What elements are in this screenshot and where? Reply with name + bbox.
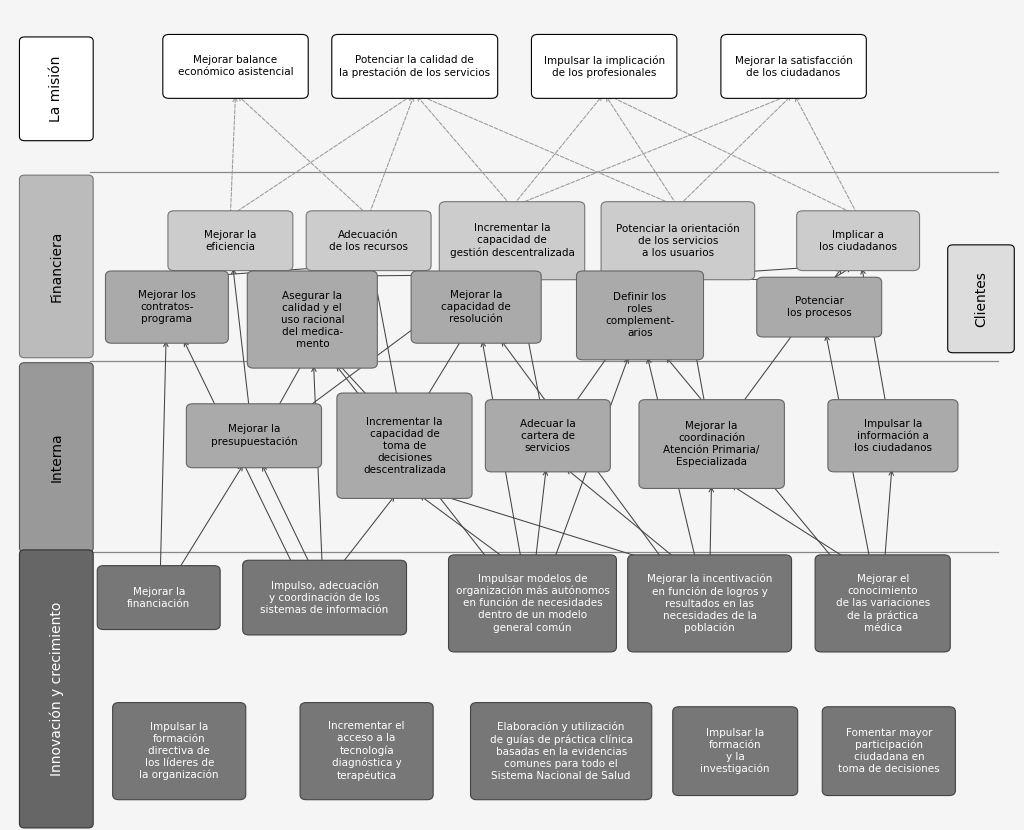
Text: Mejorar la
eficiencia: Mejorar la eficiencia [204, 230, 257, 251]
FancyBboxPatch shape [186, 404, 322, 467]
FancyBboxPatch shape [248, 271, 377, 369]
Text: La misión: La misión [49, 56, 63, 122]
FancyBboxPatch shape [948, 245, 1014, 353]
FancyBboxPatch shape [485, 400, 610, 471]
FancyBboxPatch shape [757, 277, 882, 337]
FancyBboxPatch shape [105, 271, 228, 344]
FancyBboxPatch shape [163, 34, 308, 98]
FancyBboxPatch shape [639, 399, 784, 488]
FancyBboxPatch shape [721, 34, 866, 98]
FancyBboxPatch shape [19, 549, 93, 828]
Text: Potenciar la calidad de
la prestación de los servicios: Potenciar la calidad de la prestación de… [339, 55, 490, 78]
Text: Mejorar balance
económico asistencial: Mejorar balance económico asistencial [178, 56, 293, 77]
FancyBboxPatch shape [577, 271, 703, 360]
FancyBboxPatch shape [332, 34, 498, 98]
FancyBboxPatch shape [337, 393, 472, 498]
Text: Innovación y crecimiento: Innovación y crecimiento [49, 602, 63, 776]
FancyBboxPatch shape [471, 702, 652, 800]
FancyBboxPatch shape [19, 175, 93, 358]
Text: Adecuación
de los recursos: Adecuación de los recursos [329, 230, 409, 251]
Text: Potenciar la orientación
de los servicios
a los usuarios: Potenciar la orientación de los servicio… [616, 224, 739, 257]
Text: Potenciar
los procesos: Potenciar los procesos [786, 296, 852, 318]
FancyBboxPatch shape [300, 702, 433, 800]
Text: Mejorar la
financiación: Mejorar la financiación [127, 587, 190, 608]
FancyBboxPatch shape [797, 211, 920, 271]
Text: Mejorar la satisfacción
de los ciudadanos: Mejorar la satisfacción de los ciudadano… [735, 55, 852, 78]
Text: Incrementar el
acceso a la
tecnología
diagnóstica y
terapéutica: Incrementar el acceso a la tecnología di… [329, 721, 404, 781]
Text: Impulsar la
formación
y la
investigación: Impulsar la formación y la investigación [700, 728, 770, 774]
FancyBboxPatch shape [243, 560, 407, 635]
FancyBboxPatch shape [815, 554, 950, 652]
Text: Interna: Interna [49, 432, 63, 482]
Text: Incrementar la
capacidad de
gestión descentralizada: Incrementar la capacidad de gestión desc… [450, 223, 574, 258]
Text: Implicar a
los ciudadanos: Implicar a los ciudadanos [819, 230, 897, 251]
FancyBboxPatch shape [449, 554, 616, 652]
FancyBboxPatch shape [628, 554, 792, 652]
FancyBboxPatch shape [306, 211, 431, 271]
Text: Impulsar la implicación
de los profesionales: Impulsar la implicación de los profesion… [544, 55, 665, 78]
Text: Impulso, adecuación
y coordinación de los
sistemas de información: Impulso, adecuación y coordinación de lo… [260, 580, 389, 615]
FancyBboxPatch shape [439, 202, 585, 280]
Text: Incrementar la
capacidad de
toma de
decisiones
descentralizada: Incrementar la capacidad de toma de deci… [362, 417, 446, 475]
Text: Fomentar mayor
participación
ciudadana en
toma de decisiones: Fomentar mayor participación ciudadana e… [838, 728, 940, 774]
Text: Financiera: Financiera [49, 231, 63, 302]
FancyBboxPatch shape [827, 400, 958, 471]
FancyBboxPatch shape [601, 202, 755, 280]
FancyBboxPatch shape [412, 271, 541, 344]
Text: Mejorar los
contratos-
programa: Mejorar los contratos- programa [138, 290, 196, 324]
Text: Definir los
roles
complement-
arios: Definir los roles complement- arios [605, 292, 675, 339]
Text: Impulsar modelos de
organización más autónomos
en función de necesidades
dentro : Impulsar modelos de organización más aut… [456, 574, 609, 633]
FancyBboxPatch shape [113, 702, 246, 800]
FancyBboxPatch shape [168, 211, 293, 271]
FancyBboxPatch shape [19, 37, 93, 140]
FancyBboxPatch shape [97, 566, 220, 629]
FancyBboxPatch shape [19, 363, 93, 552]
Text: Impulsar la
formación
directiva de
los líderes de
la organización: Impulsar la formación directiva de los l… [139, 722, 219, 780]
Text: Mejorar la incentivación
en función de logros y
resultados en las
necesidades de: Mejorar la incentivación en función de l… [647, 574, 772, 633]
Text: Mejorar la
capacidad de
resolución: Mejorar la capacidad de resolución [441, 290, 511, 324]
Text: Elaboración y utilización
de guías de práctica clínica
basadas en la evidencias
: Elaboración y utilización de guías de pr… [489, 721, 633, 781]
Text: Asegurar la
calidad y el
uso racional
del medica-
mento: Asegurar la calidad y el uso racional de… [281, 290, 344, 349]
Text: Adecuar la
cartera de
servicios: Adecuar la cartera de servicios [520, 419, 575, 452]
FancyBboxPatch shape [673, 707, 798, 795]
Text: Clientes: Clientes [974, 271, 988, 327]
Text: Mejorar el
conocimiento
de las variaciones
de la práctica
médica: Mejorar el conocimiento de las variacion… [836, 574, 930, 632]
FancyBboxPatch shape [531, 34, 677, 98]
FancyBboxPatch shape [822, 707, 955, 795]
Text: Impulsar la
información a
los ciudadanos: Impulsar la información a los ciudadanos [854, 419, 932, 452]
Text: Mejorar la
presupuestación: Mejorar la presupuestación [211, 424, 297, 447]
Text: Mejorar la
coordinación
Atención Primaria/
Especializada: Mejorar la coordinación Atención Primari… [664, 421, 760, 467]
